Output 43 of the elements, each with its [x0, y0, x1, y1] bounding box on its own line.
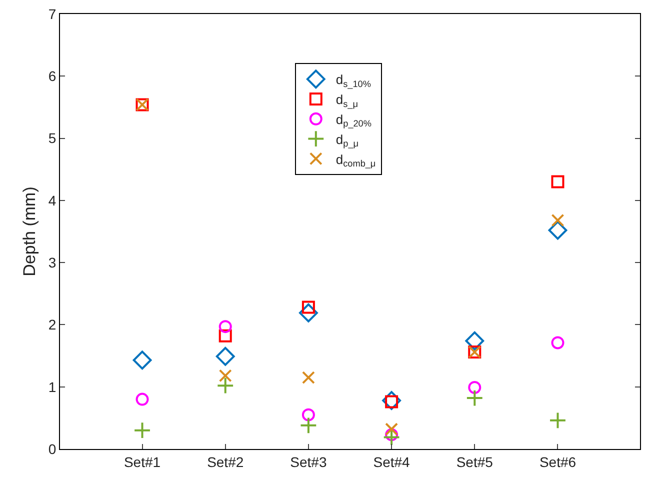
point — [551, 175, 564, 188]
point — [300, 416, 318, 434]
point — [136, 392, 149, 406]
legend-label: d$_{p_μ}$ — [336, 132, 358, 149]
x-tick-label: Set#1 — [124, 454, 161, 470]
legend-label: d$_{s_μ}$ — [336, 92, 358, 109]
point — [218, 320, 232, 334]
y-tick-label: 7 — [48, 6, 56, 22]
y-tick-label: 1 — [48, 378, 56, 395]
x-tick-label: Set#2 — [207, 454, 244, 470]
y-tick-label: 2 — [48, 316, 56, 333]
legend-label: d$_{s_10%}$ — [336, 72, 371, 89]
x-tick-label: Set#5 — [456, 454, 494, 470]
y-tick-label: 0 — [48, 440, 56, 457]
point — [216, 376, 234, 394]
legend-label: d$_{p_20%}$ — [336, 112, 372, 129]
point — [302, 408, 315, 422]
point — [302, 371, 315, 384]
point — [549, 412, 566, 430]
point — [551, 214, 564, 227]
point — [551, 336, 564, 350]
x-tick-label: Set#3 — [290, 454, 327, 470]
point — [385, 428, 398, 442]
point — [299, 303, 318, 322]
x-tick-label: Set#6 — [539, 454, 576, 470]
point — [218, 369, 232, 382]
x-tick-label: Set#4 — [373, 454, 410, 470]
point — [466, 389, 484, 407]
y-tick-label: 3 — [48, 254, 56, 270]
point — [216, 346, 235, 366]
point — [468, 380, 482, 394]
point — [218, 329, 232, 342]
point — [132, 350, 152, 370]
y-axis-title: Depth (mm) — [20, 186, 39, 276]
point — [382, 391, 401, 410]
point — [465, 331, 484, 350]
legend-label: d$_{comb_μ}$ — [336, 152, 376, 169]
y-tick-label: 4 — [48, 192, 56, 208]
y-tick-label: 5 — [48, 130, 56, 146]
point — [385, 422, 398, 436]
y-tick-label: 6 — [48, 68, 56, 84]
point — [548, 220, 568, 240]
point — [134, 422, 151, 440]
